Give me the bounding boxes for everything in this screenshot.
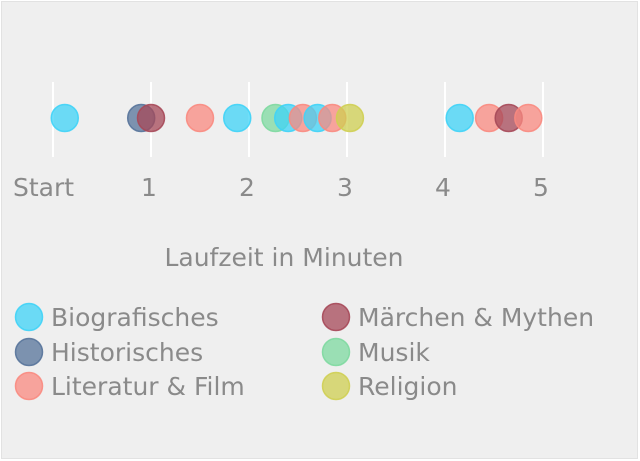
legend-swatch-0 (14, 302, 44, 332)
legend-item-5: Religion (321, 371, 457, 401)
x-tick-label-4: 4 (435, 173, 451, 202)
legend-label-5: Religion (358, 372, 457, 401)
point-series-2-4 (514, 103, 543, 133)
legend-label-4: Musik (358, 338, 430, 367)
legend-item-2: Literatur & Film (14, 371, 245, 401)
legend-swatch-4 (321, 337, 351, 367)
point-series-0-0 (50, 103, 80, 133)
point-series-0-4 (445, 103, 474, 133)
legend-label-3: Märchen & Mythen (358, 303, 594, 332)
legend-item-0: Biografisches (14, 302, 219, 332)
legend-swatch-2 (14, 371, 44, 401)
x-tick-label-3: 3 (337, 173, 353, 202)
x-tick-label-0: Start (13, 173, 74, 202)
legend-swatch-1 (14, 337, 44, 367)
legend-item-1: Historisches (14, 337, 203, 367)
point-series-5-0 (335, 103, 365, 133)
point-series-2-0 (185, 103, 215, 133)
legend-swatch-5 (321, 371, 351, 401)
legend-label-1: Historisches (51, 338, 203, 367)
point-series-0-1 (222, 103, 252, 133)
legend-item-4: Musik (321, 337, 430, 367)
point-series-3-0 (136, 103, 166, 133)
legend: Biografisches Märchen & Mythen Historische… (14, 302, 594, 401)
data-points (50, 103, 543, 133)
legend-swatch-3 (321, 302, 351, 332)
x-axis-title: Laufzeit in Minuten (164, 243, 403, 272)
legend-label-0: Biografisches (51, 303, 219, 332)
x-tick-label-1: 1 (141, 173, 157, 202)
legend-label-2: Literatur & Film (51, 372, 245, 401)
legend-item-3: Märchen & Mythen (321, 302, 594, 332)
x-tick-labels: Start 1 2 3 4 5 (13, 173, 549, 202)
x-tick-label-5: 5 (533, 173, 549, 202)
x-tick-label-2: 2 (239, 173, 255, 202)
